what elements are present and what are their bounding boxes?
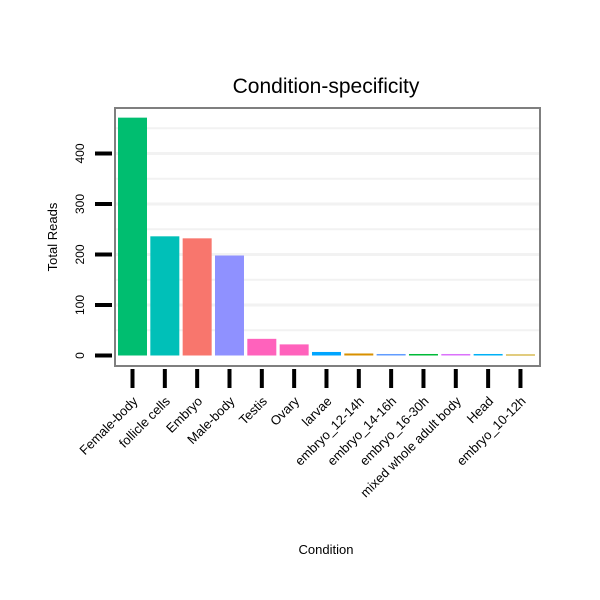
bars — [118, 117, 535, 356]
y-tick-label: 400 — [73, 143, 87, 163]
y-tick-label: 200 — [73, 244, 87, 264]
bar-11 — [473, 353, 503, 356]
bar-12 — [505, 354, 535, 356]
bar-5 — [279, 344, 309, 356]
bar-0 — [118, 117, 147, 356]
y-tick-label: 300 — [73, 194, 87, 214]
y-tick-label: 100 — [73, 295, 87, 315]
y-axis: 0 100 200 300 400 — [73, 143, 112, 359]
bar-3 — [214, 255, 244, 356]
bar-6 — [311, 351, 341, 356]
plot-frame — [114, 107, 541, 367]
bar-1 — [150, 236, 180, 356]
x-tick-label: Testis — [236, 393, 270, 427]
chart-title: Condition-specificity — [233, 75, 420, 98]
bar-4 — [247, 338, 277, 356]
bar-2 — [182, 238, 212, 356]
bar-7 — [344, 353, 374, 356]
x-axis-title: Condition — [299, 542, 354, 557]
gridlines — [116, 127, 539, 332]
bar-8 — [376, 353, 406, 356]
y-tick-label: 0 — [73, 352, 87, 359]
bar-10 — [441, 353, 471, 356]
bar-9 — [408, 353, 438, 356]
y-axis-title: Total Reads — [45, 202, 60, 271]
x-tick-label: Ovary — [267, 393, 302, 428]
